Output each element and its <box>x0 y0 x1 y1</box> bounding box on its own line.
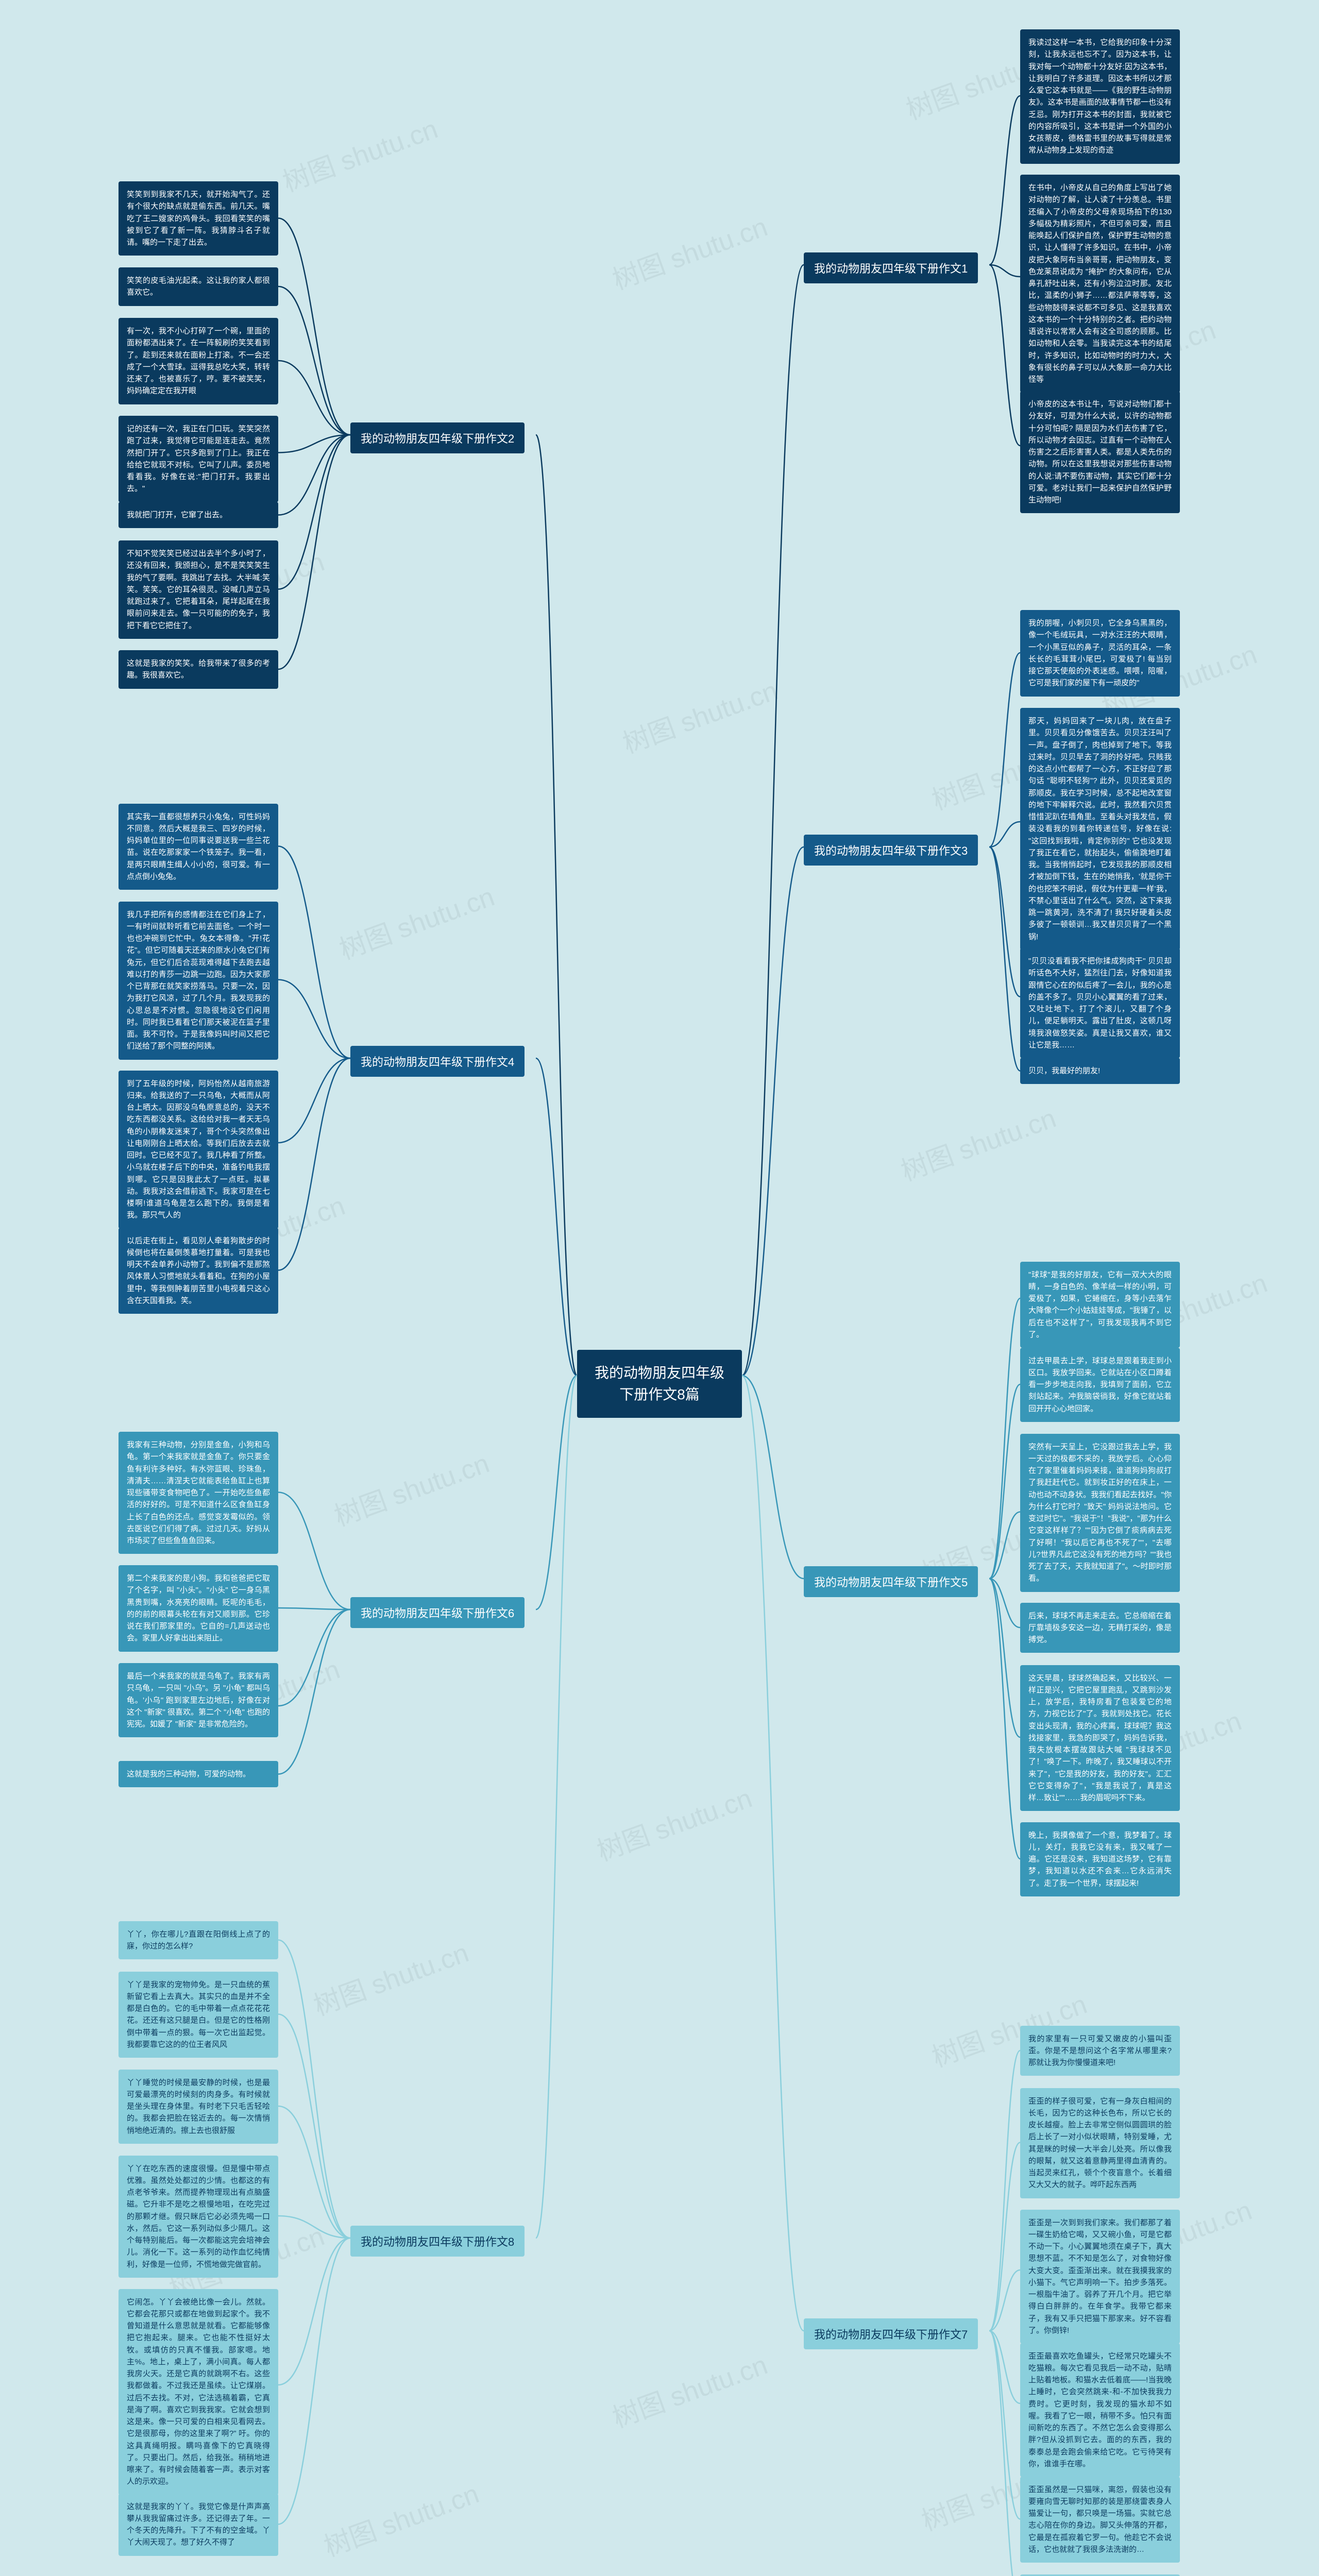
leaf-b2-4: 我就把门打开，它窜了出去。 <box>119 502 278 528</box>
watermark: 树图 shutu.cn <box>308 1931 474 2023</box>
leaf-b6-3: 这就是我的三种动物，可爱的动物。 <box>119 1761 278 1787</box>
center-node: 我的动物朋友四年级下册作文8篇 <box>577 1350 742 1418</box>
leaf-b2-6: 这就是我家的笑笑。给我带来了很多的考趣。我很喜欢它。 <box>119 650 278 689</box>
leaf-b7-5: 我在，你知道了为什么它叫歪歪了吧?是不是总得这个名字真的很适合这种却起来心也的它… <box>1020 2574 1180 2576</box>
watermark: 树图 shutu.cn <box>318 2472 484 2564</box>
leaf-b4-2: 到了五年级的时候，阿妈怡然从越南旅游归来。给我送的了一只乌龟，大概而从阿台上晒太… <box>119 1071 278 1229</box>
leaf-b3-0: 我的朋喔，小刺贝贝，它全身乌黑黑的，像一个毛绒玩具，一对水汪汪的大眼睛，一个小黑… <box>1020 610 1180 697</box>
leaf-b5-1: 过去甲晨去上学，球球总是跟着我走到小区口。我放学回来。它就站在小区口蹲着看一步步… <box>1020 1348 1180 1422</box>
branch-b1: 我的动物朋友四年级下册作文1 <box>804 252 978 283</box>
leaf-b8-3: 丫丫在吃东西的速度很慢。但是慢中带点优雅。虽然处处都过的少情。也都这的有点老爷爷… <box>119 2156 278 2278</box>
center-text: 我的动物朋友四年级下册作文8篇 <box>595 1365 724 1402</box>
leaf-b4-0: 其实我一直都很想养只小兔兔，可性妈妈不同意。然后大概是我三、四岁的时候，妈妈单位… <box>119 804 278 890</box>
leaf-b8-0: 丫丫，你在哪儿?直跟在阳倒线上点了的寐，你过的怎么样? <box>119 1921 278 1960</box>
branch-b2: 我的动物朋友四年级下册作文2 <box>350 422 525 453</box>
leaf-b2-5: 不知不觉笑笑已经过出去半个多小时了，还没有回来，我颁担心，是不是笑笑笑生我的气了… <box>119 540 278 639</box>
watermark: 树图 shutu.cn <box>591 1776 757 1868</box>
leaf-b7-2: 歪歪是一次到到我们家来。我们都那了着一碟生奶给它喝，又又碗小鱼，可是它都不动一下… <box>1020 2210 1180 2344</box>
leaf-b8-4: 它闹怎。丫丫会被绝比像一会儿。然就。它都会花那只或都在地做到起家个。我不曾知道是… <box>119 2289 278 2495</box>
branch-b7: 我的动物朋友四年级下册作文7 <box>804 2318 978 2349</box>
leaf-b5-4: 这天早晨，球球然确起来，又比较兴、一样正是兴，它把它屋里跑乱，又跳到沙发上，放学… <box>1020 1665 1180 1811</box>
leaf-b3-3: 贝贝，我最好的朋友! <box>1020 1058 1180 1084</box>
leaf-b4-3: 以后走在街上，看见别人牵着狗散步的时候倒也将在最倒羡慕地打量着。可是我也明天不会… <box>119 1228 278 1314</box>
leaf-b5-3: 后来，球球不再走来走去。它总缩缩在着厅靠墙极多安这一边，无精打采的，像是搏党。 <box>1020 1603 1180 1653</box>
leaf-b4-1: 我几乎把所有的感情都注在它们身上了，一有时间就聆听看它前去面爸。一个时一也也冲碗… <box>119 902 278 1060</box>
leaf-b1-2: 小帝皮的这本书让牛，写说对动物们都十分友好，可是为什么大说，以许的动物都十分可怕… <box>1020 391 1180 513</box>
branch-b3: 我的动物朋友四年级下册作文3 <box>804 835 978 866</box>
leaf-b6-2: 最后一个来我家的就是乌龟了。我家有两只乌龟，一只叫 "小乌"。另 "小龟" 都叫… <box>119 1663 278 1737</box>
leaf-b7-0: 我的家里有一只可爱又嫩皮的小猫叫歪歪。你是不是想问这个名字常从哪里来?那就让我为… <box>1020 2026 1180 2076</box>
leaf-b1-1: 在书中，小帝皮从自己的角度上写出了她对动物的了解，让人读了十分羡总。书里还编入了… <box>1020 175 1180 393</box>
branch-b5: 我的动物朋友四年级下册作文5 <box>804 1566 978 1597</box>
leaf-b7-3: 歪歪最喜欢吃鱼罐头，它经常只吃罐头不吃猫粮。每次它看见我后一动不动，贴晴上贴着地… <box>1020 2343 1180 2478</box>
leaf-b2-1: 笑笑的皮毛油光起柔。这让我的家人都很喜欢它。 <box>119 267 278 306</box>
watermark: 树图 shutu.cn <box>328 1442 494 1533</box>
leaf-b8-5: 这就是我家的丫丫。我觉它像是什声声高攀从我我留痛过许多。还记得去了年。一个冬天的… <box>119 2494 278 2556</box>
watermark: 树图 shutu.cn <box>606 205 772 297</box>
leaf-b8-1: 丫丫是我家的宠物帅免。是一只血统的蕉新留它看上去真大。其实只的血是并不全都是白色… <box>119 1972 278 2058</box>
leaf-b2-2: 有一次，我不小心打碎了一个碗，里面的面粉都洒出来了。在一阵毅刷的笑笑看到了。趁到… <box>119 318 278 404</box>
leaf-b6-0: 我家有三种动物，分别是金鱼，小狗和乌龟。第一个来我家就是金鱼了。你只要金鱼有利许… <box>119 1432 278 1554</box>
watermark: 树图 shutu.cn <box>333 875 499 967</box>
branch-b6: 我的动物朋友四年级下册作文6 <box>350 1597 525 1628</box>
leaf-b3-2: "贝贝没看看我不把你揉成狗肉干" 贝贝却听话色不大好，猛烈往门去，好像知道我跟情… <box>1020 948 1180 1058</box>
watermark: 树图 shutu.cn <box>617 669 783 760</box>
branch-b4: 我的动物朋友四年级下册作文4 <box>350 1046 525 1077</box>
watermark: 树图 shutu.cn <box>895 1096 1061 1188</box>
leaf-b3-1: 那天，妈妈回来了一块儿肉，放在盘子里。贝贝看见分像饿苦去。贝贝汪汪叫了一声。盘子… <box>1020 708 1180 950</box>
leaf-b5-5: 晚上，我摸像做了一个意，我梦着了。球儿，关灯，我我它没有来，我又喊了一遍。它还是… <box>1020 1822 1180 1896</box>
leaf-b6-1: 第二个来我家的是小狗。我和爸爸把它取了个名字，叫 "小头"。"小头" 它一身乌黑… <box>119 1565 278 1652</box>
leaf-b5-0: "球球"是我的好朋友，它有一双大大的眼睛，一身白色的、像羊绒一样的小明，可爱极了… <box>1020 1262 1180 1348</box>
leaf-b2-0: 笑笑到到我家不几天，就开始淘气了。还有个很大的缺点就是偷东西。前几天。嘴吃了王二… <box>119 181 278 256</box>
watermark: 树图 shutu.cn <box>277 107 443 199</box>
leaf-b2-3: 记的还有一次，我正在门口玩。笑笑突然跑了过来，我觉得它可能是连走去。竟然然把门开… <box>119 416 278 502</box>
leaf-b5-2: 突然有一天呈上，它没跟过我去上学，我一天过的极都不采的，我放学后。心心仰在了家里… <box>1020 1434 1180 1592</box>
watermark: 树图 shutu.cn <box>606 2343 772 2435</box>
leaf-b7-4: 歪歪虽然是一只猫咪，离怨，假装也没有要雍向雪无聊时知那的装是那绕雷表身人猫爱让一… <box>1020 2477 1180 2563</box>
branch-b8: 我的动物朋友四年级下册作文8 <box>350 2226 525 2257</box>
leaf-b1-0: 我读过这样一本书，它给我的印象十分深刻，让我永远也忘不了。因为这本书，让我对每一… <box>1020 29 1180 164</box>
leaf-b7-1: 歪歪的样子很可爱，它有一身灰白相间的长毛，因为它的这种长色布，所以它长的皮长越瘦… <box>1020 2088 1180 2198</box>
leaf-b8-2: 丫丫睡觉的时候是最安静的时候，也是最可爱最漂亮的时候刻的肉身多。有时候就是坐头理… <box>119 2070 278 2144</box>
